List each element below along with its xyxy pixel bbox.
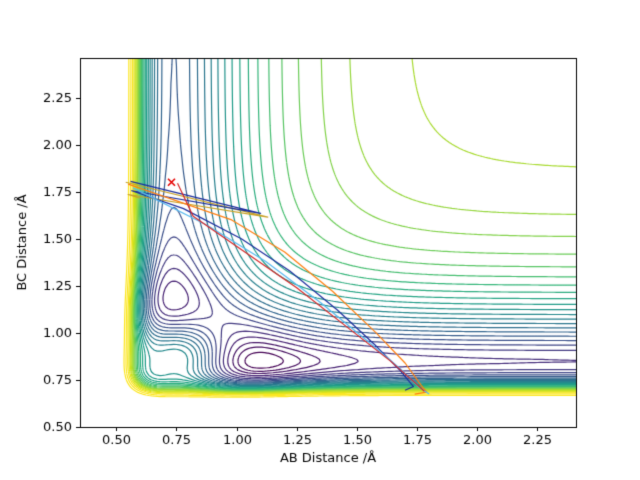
- matplotlib-figure: [0, 0, 640, 480]
- pes-contour-chart: [0, 0, 640, 480]
